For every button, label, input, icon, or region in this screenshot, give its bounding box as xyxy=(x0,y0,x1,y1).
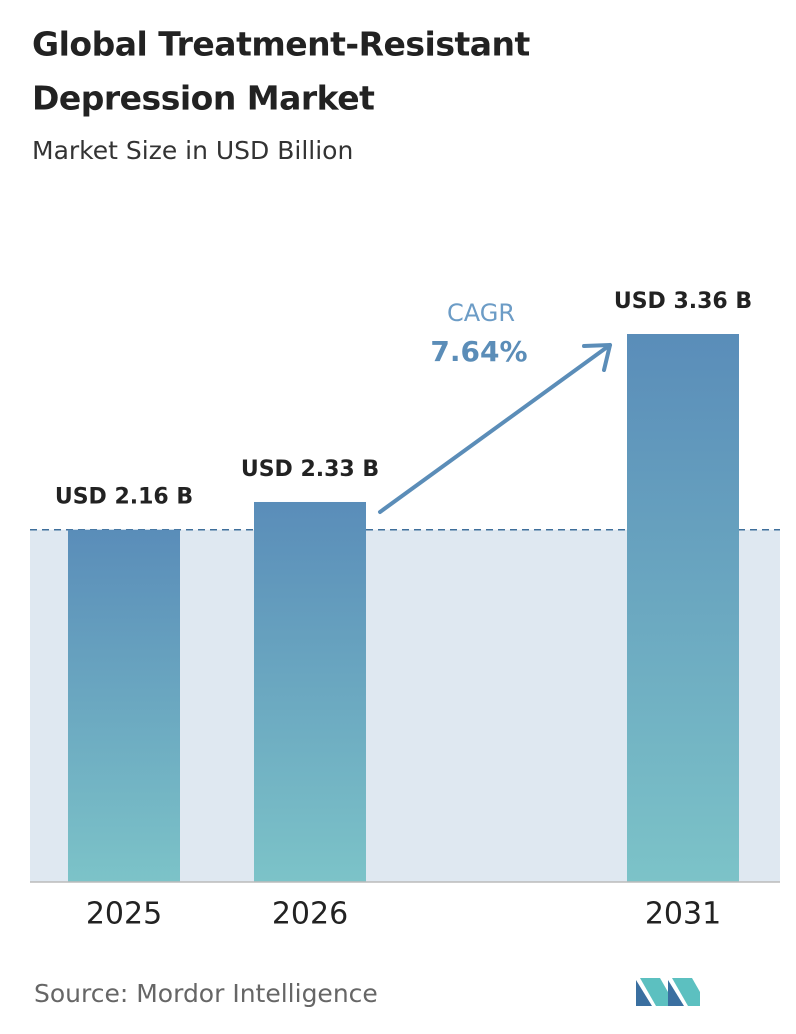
cagr-label: CAGR xyxy=(447,299,515,327)
value-label: USD 2.33 B xyxy=(241,457,379,482)
x-tick-label: 2031 xyxy=(645,897,721,932)
cagr-arrow xyxy=(378,343,612,514)
value-label: USD 2.16 B xyxy=(55,485,193,510)
chart-title: Global Treatment-Resistant xyxy=(32,25,531,64)
x-tick-label: 2025 xyxy=(86,897,162,932)
bar xyxy=(254,501,366,882)
chart-title: Depression Market xyxy=(32,79,375,118)
source: Source: Mordor Intelligence xyxy=(34,979,378,1008)
value-label: USD 3.36 B xyxy=(614,289,752,314)
chart-subtitle: Market Size in USD Billion xyxy=(32,136,353,165)
bar xyxy=(68,529,180,882)
cagr-arrowhead xyxy=(582,343,612,372)
x-tick-label: 2026 xyxy=(272,897,348,932)
logo xyxy=(636,978,700,1006)
bar xyxy=(627,334,739,882)
cagr-value: 7.64% xyxy=(430,335,527,368)
